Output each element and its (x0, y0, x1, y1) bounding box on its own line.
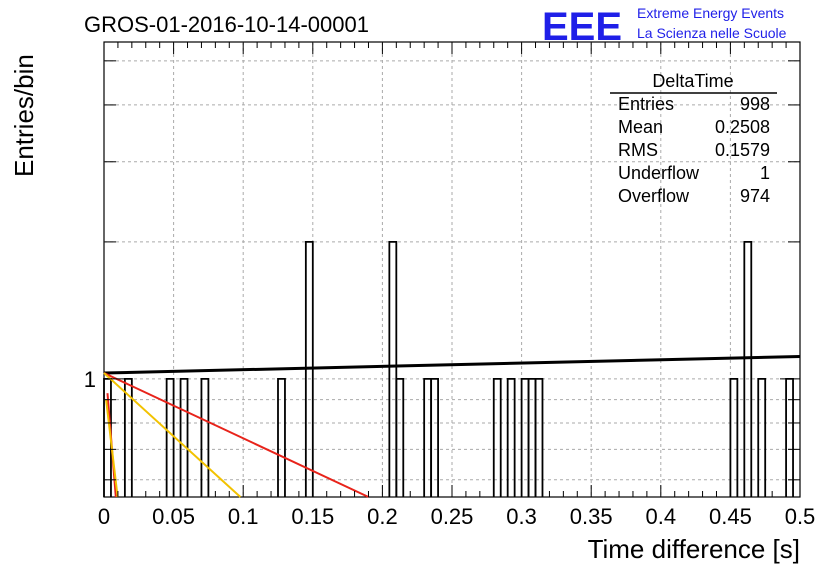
histogram-bar (430, 377, 439, 497)
x-tick-label: 0 (98, 504, 110, 529)
x-tick-label: 0.4 (646, 504, 677, 529)
x-tick-label: 0.15 (291, 504, 334, 529)
x-tick-label: 0.25 (431, 504, 474, 529)
axis-ticks (103, 42, 801, 497)
histogram-bar (757, 377, 767, 497)
histogram-bar (527, 377, 537, 497)
x-tick-label: 0.1 (228, 504, 259, 529)
x-axis-label: Time difference [s] (588, 534, 800, 564)
stats-row-label: Entries (618, 94, 674, 114)
stats-row-label: Overflow (618, 186, 690, 206)
stats-box-title: DeltaTime (652, 71, 733, 91)
histogram-bar (785, 377, 794, 497)
x-tick-label: 0.45 (709, 504, 752, 529)
histogram-bar (423, 377, 433, 497)
brand-line-2: La Scienza nelle Scuole (637, 25, 787, 41)
histogram-bar (200, 377, 210, 497)
histogram-bar (277, 377, 286, 497)
brand-line-1: Extreme Energy Events (637, 5, 784, 21)
stats-row-value: 998 (740, 94, 770, 114)
histogram-bar (123, 377, 133, 497)
fit-line (105, 399, 119, 498)
x-tick-label: 0.2 (367, 504, 398, 529)
stats-row-value: 974 (740, 186, 770, 206)
histogram-bar (520, 377, 530, 497)
stats-row-value: 1 (760, 163, 770, 183)
x-tick-label: 0.5 (785, 504, 816, 529)
stats-row-label: RMS (618, 140, 658, 160)
histogram-bar (729, 377, 739, 497)
histogram-bar (395, 377, 405, 497)
histogram-bar (179, 377, 189, 497)
histogram-bar (492, 377, 502, 497)
histogram-bar (743, 240, 753, 497)
histogram-bar (388, 240, 398, 497)
histogram-bar (534, 377, 544, 497)
stats-box: DeltaTime Entries 998 Mean 0.2508 RMS 0.1579 U… (610, 71, 777, 206)
fit-line (103, 372, 369, 498)
fit-line (103, 372, 242, 498)
x-tick-label: 0.05 (152, 504, 195, 529)
histogram-bar (165, 377, 175, 497)
histogram-bar (506, 377, 516, 497)
x-tick-label: 0.35 (570, 504, 613, 529)
y-tick-label: 1 (84, 367, 96, 392)
stats-rows: Entries 998 Mean 0.2508 RMS 0.1579 Underflow 1 O… (618, 94, 770, 206)
fit-line (103, 354, 801, 375)
x-tick-label: 0.3 (506, 504, 537, 529)
y-axis-label: Entries/bin (9, 54, 39, 177)
y-tick-labels: 1 (84, 367, 96, 392)
stats-row-label: Mean (618, 117, 663, 137)
fit-lines (103, 354, 801, 498)
x-tick-labels: 0 0.05 0.1 0.15 0.2 0.25 0.3 0.35 0.4 0.45 0.5 (98, 504, 815, 529)
plot-area: 0 0.05 0.1 0.15 0.2 0.25 0.3 0.35 0.4 0.45 0.5 1 (84, 41, 815, 529)
stats-row-label: Underflow (618, 163, 700, 183)
stats-row-value: 0.1579 (715, 140, 770, 160)
chart-title: GROS-01-2016-10-14-00001 (84, 12, 369, 37)
eee-logo: EEE Extreme Energy Events La Scienza nel… (542, 5, 787, 49)
stats-row-value: 0.2508 (715, 117, 770, 137)
